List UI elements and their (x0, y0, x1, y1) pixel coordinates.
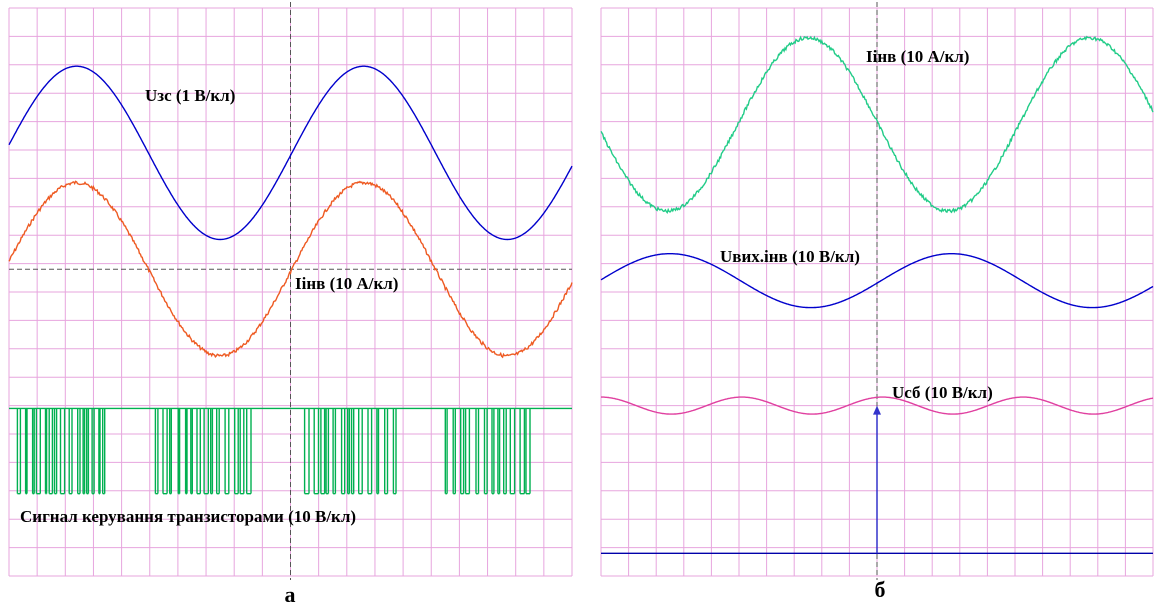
panel-b-labels: Iінв (10 А/кл) Uвих.інв (10 В/кл) Uсб (1… (720, 47, 993, 402)
panel-b-plot: Iінв (10 А/кл) Uвих.інв (10 В/кл) Uсб (1… (600, 2, 1154, 580)
label-iinv-b: Iінв (10 А/кл) (866, 47, 969, 66)
trace-0-0 (8, 65, 573, 241)
panel-a-traces (8, 65, 573, 495)
label-uzs: Uзс (1 В/кл) (145, 86, 235, 105)
trace-0-2 (9, 407, 572, 495)
trace-1-0 (600, 35, 1154, 215)
panel-b-traces (600, 35, 1154, 554)
label-iinv-a: Iінв (10 А/кл) (295, 274, 398, 293)
label-uvykh-inv: Uвих.інв (10 В/кл) (720, 247, 860, 266)
trace-0-1 (8, 180, 573, 359)
panel-a-grid (8, 2, 573, 580)
label-usb: Uсб (10 В/кл) (892, 383, 993, 402)
label-control-signal: Сигнал керування транзисторами (10 В/кл) (20, 507, 356, 526)
panel-a-plot: Uзс (1 В/кл) Iінв (10 А/кл) Сигнал керув… (8, 2, 573, 580)
panel-a-labels: Uзс (1 В/кл) Iінв (10 А/кл) Сигнал керув… (20, 86, 398, 526)
panel-b-caption: б (875, 577, 886, 602)
arrow-head (873, 405, 881, 415)
trace-1-2 (601, 396, 1154, 415)
panel-a-caption: а (285, 582, 296, 605)
trace-1-1 (600, 253, 1154, 309)
